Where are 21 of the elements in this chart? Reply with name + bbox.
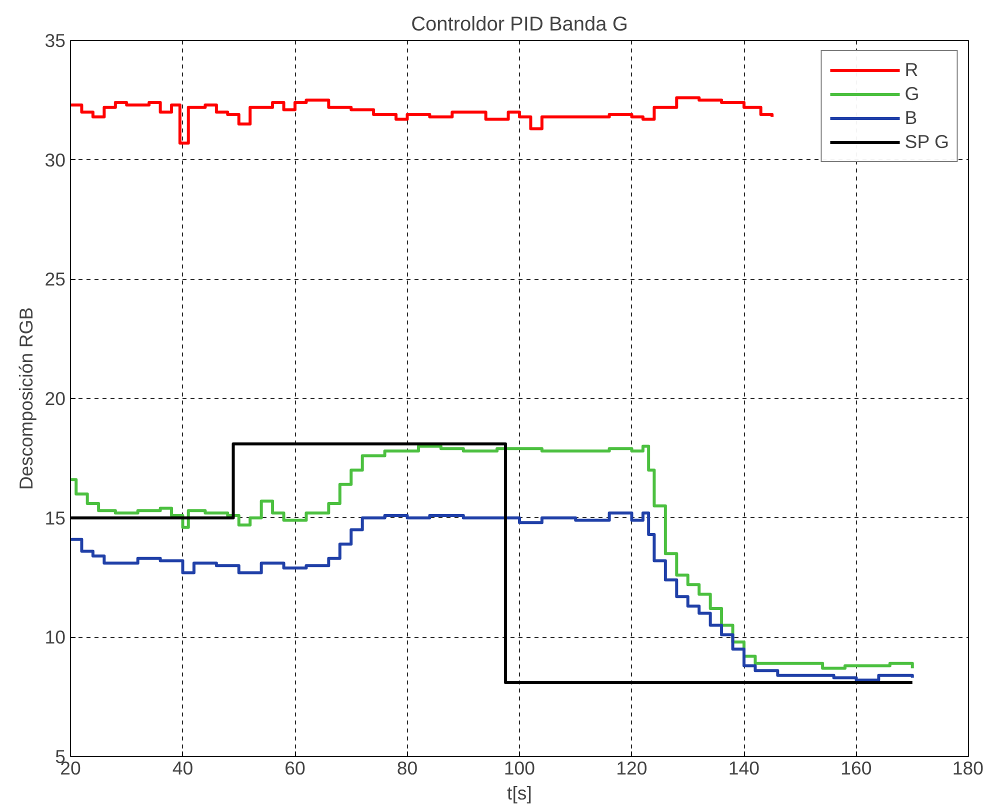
x-tick-label: 120 (616, 758, 648, 778)
legend-label: SP G (904, 131, 949, 153)
y-axis-title: Descomposición RGB (16, 307, 37, 490)
x-tick-label: 40 (172, 758, 194, 778)
legend-label: G (904, 83, 920, 105)
y-tick-label: 10 (44, 626, 66, 648)
x-tick-label: 140 (728, 758, 760, 778)
x-axis-title: t[s] (507, 782, 532, 804)
legend-label: R (904, 59, 920, 81)
x-tick-label: 160 (840, 758, 872, 778)
x-tick-label: 60 (284, 758, 306, 778)
x-tick-label: 180 (952, 758, 983, 778)
y-tick-label: 15 (44, 507, 66, 528)
chart-title: Controldor PID Banda G (411, 14, 628, 36)
y-tick-label: 25 (44, 268, 66, 290)
y-tick-label: 20 (44, 388, 66, 409)
x-tick-label: 100 (504, 758, 536, 778)
legend-label: B (904, 107, 918, 129)
x-tick-label: 80 (396, 758, 418, 778)
y-tick-label: 35 (44, 30, 66, 51)
y-tick-label: 30 (44, 149, 66, 170)
